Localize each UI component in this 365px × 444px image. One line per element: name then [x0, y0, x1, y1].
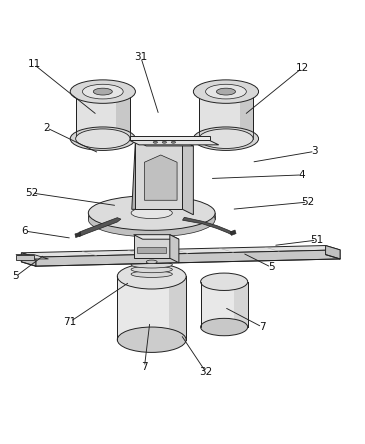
- Polygon shape: [201, 282, 248, 327]
- Polygon shape: [21, 253, 36, 266]
- Text: 5: 5: [268, 262, 274, 272]
- Polygon shape: [239, 91, 253, 139]
- Polygon shape: [135, 140, 182, 209]
- Ellipse shape: [142, 232, 162, 234]
- Ellipse shape: [142, 227, 162, 230]
- Polygon shape: [88, 213, 215, 219]
- Ellipse shape: [131, 262, 172, 268]
- Polygon shape: [169, 276, 186, 340]
- Ellipse shape: [142, 222, 162, 224]
- Ellipse shape: [117, 264, 186, 289]
- Ellipse shape: [201, 273, 248, 290]
- Text: 12: 12: [295, 63, 309, 73]
- Ellipse shape: [76, 129, 130, 148]
- Polygon shape: [234, 282, 248, 327]
- Polygon shape: [137, 247, 166, 253]
- Ellipse shape: [193, 127, 258, 151]
- Text: 32: 32: [199, 367, 213, 377]
- Text: 51: 51: [310, 235, 323, 245]
- Polygon shape: [145, 155, 177, 200]
- Ellipse shape: [88, 202, 215, 237]
- Ellipse shape: [131, 266, 172, 273]
- Ellipse shape: [131, 257, 172, 263]
- Polygon shape: [130, 136, 210, 140]
- Ellipse shape: [70, 80, 135, 103]
- Polygon shape: [116, 91, 130, 139]
- Ellipse shape: [201, 318, 248, 336]
- Ellipse shape: [88, 195, 215, 230]
- Polygon shape: [135, 140, 193, 146]
- Polygon shape: [76, 91, 130, 139]
- Text: 31: 31: [134, 52, 147, 62]
- Polygon shape: [79, 218, 121, 237]
- Polygon shape: [21, 246, 340, 257]
- Text: 2: 2: [43, 123, 50, 133]
- Ellipse shape: [117, 327, 186, 353]
- Ellipse shape: [205, 84, 246, 99]
- Text: 7: 7: [259, 322, 265, 332]
- Polygon shape: [134, 235, 170, 258]
- Ellipse shape: [216, 88, 235, 95]
- Text: 4: 4: [299, 170, 306, 180]
- Polygon shape: [199, 91, 253, 139]
- Text: 11: 11: [27, 59, 41, 69]
- Polygon shape: [75, 232, 81, 238]
- Ellipse shape: [162, 141, 166, 143]
- Text: 52: 52: [26, 188, 39, 198]
- Ellipse shape: [142, 225, 162, 227]
- Ellipse shape: [199, 129, 253, 148]
- Ellipse shape: [70, 127, 135, 151]
- Polygon shape: [16, 254, 49, 259]
- Ellipse shape: [93, 88, 112, 95]
- Ellipse shape: [131, 271, 172, 278]
- Polygon shape: [16, 254, 34, 260]
- Text: 6: 6: [22, 226, 28, 236]
- Polygon shape: [326, 246, 340, 259]
- Polygon shape: [134, 235, 179, 239]
- Ellipse shape: [193, 80, 258, 103]
- Ellipse shape: [171, 141, 176, 143]
- Text: 7: 7: [141, 362, 148, 372]
- Text: 71: 71: [64, 317, 77, 327]
- Polygon shape: [230, 230, 236, 235]
- Polygon shape: [36, 250, 340, 266]
- Ellipse shape: [153, 141, 158, 143]
- Text: 52: 52: [301, 197, 314, 207]
- Text: 5: 5: [12, 271, 19, 281]
- Ellipse shape: [82, 84, 123, 99]
- Polygon shape: [170, 235, 179, 263]
- Polygon shape: [182, 140, 193, 215]
- Polygon shape: [130, 140, 219, 145]
- Text: 3: 3: [311, 147, 318, 156]
- Polygon shape: [117, 276, 186, 340]
- Polygon shape: [132, 140, 143, 209]
- Polygon shape: [182, 217, 233, 235]
- Ellipse shape: [146, 260, 157, 264]
- Ellipse shape: [142, 230, 162, 232]
- Ellipse shape: [131, 207, 172, 218]
